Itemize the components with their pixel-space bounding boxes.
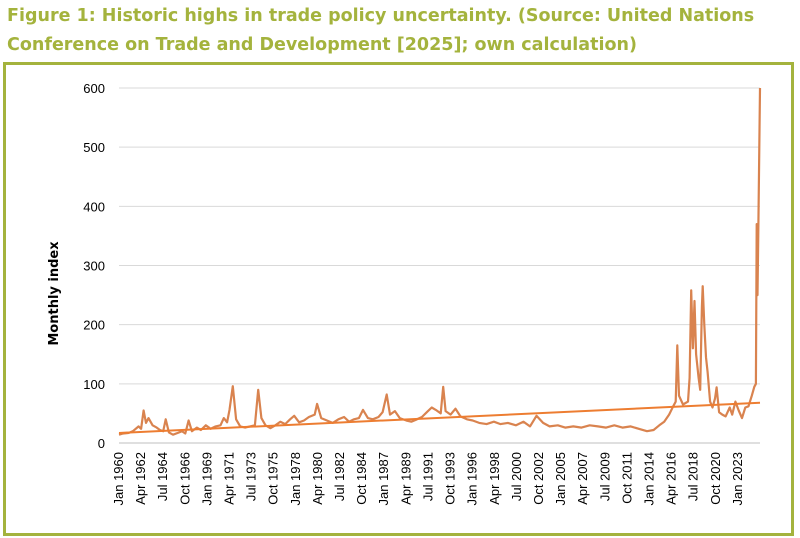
- x-tick-label: Jan 1996: [465, 452, 480, 506]
- x-tick-label: Oct 2002: [531, 452, 546, 505]
- x-tick-label: Oct 2020: [708, 452, 723, 505]
- y-tick-label: 300: [83, 259, 105, 274]
- x-tick-label: Jan 1987: [376, 452, 391, 506]
- y-tick-label: 0: [98, 436, 105, 451]
- x-tick-label: Jan 1978: [288, 452, 303, 506]
- chart-frame: 0 100 200 300 400 500 600 Jan 1960 Apr 1962 Jul …: [3, 62, 794, 536]
- x-tick-label: Jan 2014: [641, 452, 656, 506]
- y-tick-label: 200: [83, 318, 105, 333]
- x-tick-label: Jul 2018: [686, 452, 701, 501]
- x-tick-label: Apr 1998: [487, 452, 502, 505]
- x-tick-label: Jan 2023: [730, 452, 745, 506]
- line-chart: 0 100 200 300 400 500 600 Jan 1960 Apr 1962 Jul …: [47, 81, 762, 506]
- x-tick-label: Jul 1991: [420, 452, 435, 501]
- x-tick-label: Oct 1975: [266, 452, 281, 505]
- y-tick-label: 100: [83, 377, 105, 392]
- series-line-monthly-index: [118, 87, 762, 436]
- x-tick-label: Apr 1989: [398, 452, 413, 505]
- y-tick-label: 600: [83, 81, 105, 96]
- y-tick-label: 400: [83, 199, 105, 214]
- trendline-layer: [118, 401, 761, 434]
- series-layer: [118, 87, 762, 436]
- x-tick-label: Apr 2016: [664, 452, 679, 505]
- x-axis-ticks: Jan 1960 Apr 1962 Jul 1964 Oct 1966 Jan 1969…: [111, 452, 745, 506]
- x-tick-label: Oct 1984: [354, 452, 369, 505]
- x-tick-label: Apr 1962: [133, 452, 148, 505]
- linear-trendline: [118, 401, 761, 434]
- x-tick-label: Oct 1966: [177, 452, 192, 505]
- x-tick-label: Oct 2011: [619, 452, 634, 504]
- x-tick-label: Oct 1993: [443, 452, 458, 505]
- x-tick-label: Apr 2007: [575, 452, 590, 505]
- y-tick-label: 500: [83, 140, 105, 155]
- gridlines: [119, 87, 760, 444]
- y-axis-ticks: 0 100 200 300 400 500 600: [83, 81, 105, 451]
- x-tick-label: Jul 1964: [155, 452, 170, 501]
- x-tick-label: Jul 1973: [244, 452, 259, 501]
- x-tick-label: Jul 1982: [332, 452, 347, 501]
- x-tick-label: Apr 1971: [222, 452, 237, 505]
- x-tick-label: Jul 2000: [509, 452, 524, 501]
- x-tick-label: Jan 1969: [199, 452, 214, 506]
- x-tick-label: Jan 1960: [111, 452, 126, 506]
- x-tick-label: Apr 1980: [310, 452, 325, 505]
- x-tick-label: Jul 2009: [597, 452, 612, 501]
- x-tick-label: Jan 2005: [553, 452, 568, 506]
- figure-title: Figure 1: Historic highs in trade policy…: [7, 6, 755, 55]
- y-axis-title: Monthly index: [47, 241, 62, 346]
